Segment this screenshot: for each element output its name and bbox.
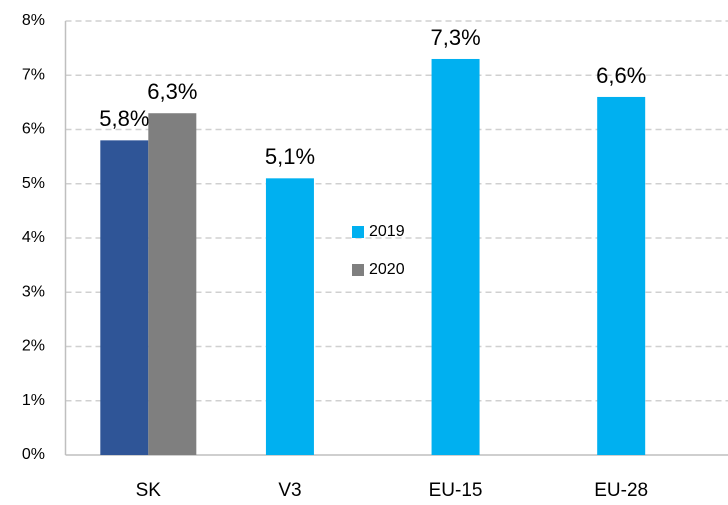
y-tick-label: 6%: [22, 121, 45, 138]
y-tick-label: 3%: [22, 283, 45, 300]
legend-label: 2019: [369, 223, 405, 240]
bar: [100, 140, 149, 455]
y-tick-label: 2%: [22, 338, 45, 355]
data-label: 5,1%: [265, 144, 315, 169]
y-tick-label: 4%: [22, 229, 45, 246]
x-tick-label: SK: [136, 480, 162, 501]
bar: [265, 178, 314, 455]
y-tick-label: 7%: [22, 66, 45, 83]
data-label: 5,8%: [99, 106, 149, 131]
data-label: 7,3%: [430, 25, 480, 50]
bar: [431, 58, 480, 455]
y-tick-label: 5%: [22, 175, 45, 192]
x-tick-label: V3: [278, 480, 301, 501]
legend-swatch: [352, 226, 364, 238]
x-tick-label: EU-28: [594, 480, 648, 501]
legend-label: 2020: [369, 261, 405, 278]
bar: [597, 96, 646, 455]
y-tick-label: 0%: [22, 446, 45, 463]
x-tick-label: EU-15: [429, 480, 483, 501]
data-label: 6,6%: [596, 63, 646, 88]
legend-swatch: [352, 264, 364, 276]
data-label: 6,3%: [147, 79, 197, 104]
y-tick-label: 8%: [22, 12, 45, 29]
y-tick-label: 1%: [22, 392, 45, 409]
bar: [148, 113, 197, 455]
